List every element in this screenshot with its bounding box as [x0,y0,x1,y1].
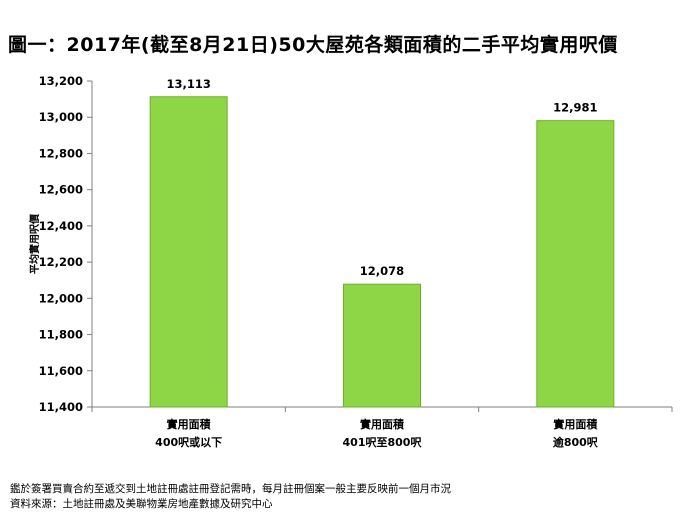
y-tick-label: 12,800 [39,146,83,160]
x-tick-label: 實用面積 [553,417,598,431]
bar-value-label: 12,078 [360,264,404,278]
footnotes: 鑑於簽署買賣合約至遞交到土地註冊處註冊登記需時，每月註冊個案一般主要反映前一個月… [10,482,451,512]
y-tick-label: 13,200 [39,74,83,88]
bar-value-label: 13,113 [166,77,210,91]
y-tick-label: 12,000 [39,291,83,305]
bar-value-label: 12,981 [553,101,597,115]
y-tick-label: 11,600 [39,364,83,378]
x-tick-label: 逾800呎 [553,435,599,449]
bar [149,96,228,408]
bar-chart: 11,400 11,600 11,800 12,000 12,200 12,400 12,6… [28,74,673,449]
y-tick-label: 11,800 [39,328,83,342]
source-line: 資料來源：土地註冊處及美聯物業房地產數據及研究中心 [10,498,273,510]
x-tick-label: 實用面積 [360,417,405,431]
bar [343,283,421,408]
y-tick-label: 12,400 [39,219,83,233]
y-tick-label: 11,400 [39,400,83,414]
bar [536,120,615,408]
footnote-line: 鑑於簽署買賣合約至遞交到土地註冊處註冊登記需時，每月註冊個案一般主要反映前一個月… [10,483,451,495]
chart-title: 圖一：2017年(截至8月21日)50大屋苑各類面積的二手平均實用呎價 [8,34,618,56]
x-tick-label: 401呎至800呎 [343,436,423,449]
y-tick-label: 12,200 [39,255,83,269]
x-tick-label: 400呎或以下 [155,435,222,449]
y-tick-label: 13,000 [39,110,83,124]
y-tick-label: 12,600 [39,183,83,197]
y-axis-label: 平均實用呎價 [28,213,41,274]
x-tick-label: 實用面積 [167,417,212,431]
